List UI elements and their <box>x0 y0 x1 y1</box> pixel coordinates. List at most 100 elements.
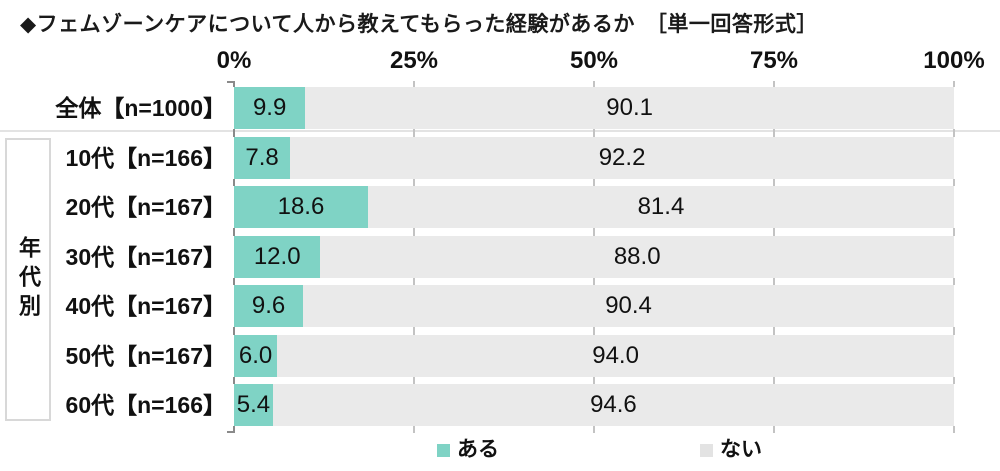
gridline-tick <box>773 426 775 433</box>
value-label: 94.0 <box>592 341 639 369</box>
chart-row: 60代【n=166】 5.4 94.6 <box>0 384 1000 426</box>
category-label: 60代【n=166】 <box>65 392 226 418</box>
legend-label-aru: ある <box>457 438 499 461</box>
value-label: 18.6 <box>277 193 325 220</box>
bar-track: 12.0 88.0 <box>234 235 954 278</box>
bar-segment-ない: 94.0 <box>277 334 954 377</box>
category-label: 30代【n=167】 <box>65 243 226 270</box>
category-label: 10代【n=166】 <box>65 144 226 171</box>
legend-swatch-aru <box>437 443 450 457</box>
value-label: 88.0 <box>613 242 661 270</box>
gridline-tick <box>233 228 235 236</box>
category-label: 50代【n=167】 <box>65 342 226 369</box>
gridline-tick <box>413 327 415 335</box>
value-label: 90.4 <box>605 292 652 319</box>
bar-segment-ない: 88.0 <box>320 235 954 278</box>
age-group-label: 年代別 <box>16 236 41 323</box>
gridline-tick <box>593 228 595 236</box>
bar-track: 7.8 92.2 <box>234 136 954 179</box>
gridline-tick <box>953 327 955 335</box>
bar-segment-ない: 81.4 <box>367 186 954 228</box>
gridline-tick <box>773 376 775 384</box>
x-axis-tick-label: 100% <box>923 47 985 74</box>
bar-segment-ない: 94.6 <box>272 384 954 426</box>
gridline-tick <box>233 277 235 285</box>
x-axis-tick-label: 25% <box>389 47 439 74</box>
category-label: 20代【n=167】 <box>65 194 226 220</box>
value-label: 12.0 <box>253 242 301 270</box>
gridline-tick <box>773 277 775 285</box>
gridline-tick <box>413 80 415 87</box>
chart-row: 50代【n=167】 6.0 94.0 <box>0 334 1000 377</box>
bar-segment-ある: 5.4 <box>234 384 273 426</box>
gridline-tick <box>953 426 955 433</box>
gridline-tick <box>413 228 415 236</box>
gridline-tick <box>233 178 235 186</box>
gridline-tick <box>773 228 775 236</box>
value-label: 90.1 <box>606 94 653 121</box>
legend-item-nai: ない <box>700 437 762 463</box>
gridline-tick <box>953 277 955 285</box>
gridline-tick <box>233 426 235 433</box>
category-label: 全体【n=1000】 <box>55 95 226 121</box>
value-label: 9.6 <box>251 292 286 319</box>
gridline-tick <box>593 178 595 186</box>
bar-track: 9.9 90.1 <box>234 87 954 129</box>
gridline-tick <box>413 426 415 433</box>
gridline-tick <box>413 129 415 137</box>
bar-segment-ある: 9.6 <box>234 285 304 327</box>
chart-row: 30代【n=167】 12.0 88.0 <box>0 235 1000 278</box>
bar-track: 9.6 90.4 <box>234 285 954 327</box>
gridline-tick <box>593 80 595 87</box>
value-label: 6.0 <box>238 341 273 369</box>
legend-item-aru: ある <box>437 437 499 463</box>
x-axis: 0% 25% 50% 75% 100% <box>0 47 1000 75</box>
axis-corner-cap <box>227 80 235 83</box>
gridline-tick <box>413 376 415 384</box>
bar-track: 18.6 81.4 <box>234 186 954 228</box>
value-label: 7.8 <box>245 143 279 171</box>
value-label: 9.9 <box>252 94 287 121</box>
bar-segment-ある: 18.6 <box>234 186 368 228</box>
gridline-tick <box>953 376 955 384</box>
gridline-tick <box>773 327 775 335</box>
gridline-tick <box>593 327 595 335</box>
total-vs-agegroups-divider <box>0 130 1000 132</box>
value-label: 5.4 <box>236 391 271 418</box>
chart-row: 10代【n=166】 7.8 92.2 <box>0 136 1000 179</box>
category-label: 40代【n=167】 <box>65 293 226 319</box>
legend-swatch-nai <box>700 443 713 457</box>
bar-segment-ある: 12.0 <box>234 235 321 278</box>
legend: ある ない <box>0 437 1000 463</box>
chart-row: 40代【n=167】 9.6 90.4 <box>0 285 1000 327</box>
gridline-tick <box>413 277 415 285</box>
axis-corner-cap <box>227 430 235 433</box>
gridline-tick <box>953 228 955 236</box>
gridline-tick <box>773 80 775 87</box>
legend-label-nai: ない <box>720 438 762 461</box>
gridline-tick <box>233 376 235 384</box>
age-group-bracket: 年代別 <box>5 138 51 421</box>
gridline-tick <box>593 426 595 433</box>
bar-segment-ない: 90.4 <box>303 285 954 327</box>
gridline-tick <box>773 129 775 137</box>
gridline-tick <box>233 327 235 335</box>
gridline-tick <box>233 129 235 137</box>
bar-segment-ない: 92.2 <box>290 136 954 179</box>
value-label: 94.6 <box>590 391 637 418</box>
gridline-tick <box>953 178 955 186</box>
gridline-tick <box>413 178 415 186</box>
gridline-tick <box>233 80 235 87</box>
x-axis-tick-label: 75% <box>749 47 799 74</box>
gridline-tick <box>953 129 955 137</box>
chart-row: 20代【n=167】 18.6 81.4 <box>0 186 1000 228</box>
bar-segment-ある: 7.8 <box>234 136 291 179</box>
gridline-tick <box>773 178 775 186</box>
bar-segment-ある: 9.9 <box>234 87 306 129</box>
gridline-tick <box>593 277 595 285</box>
value-label: 92.2 <box>598 143 646 171</box>
chart-title: ◆フェムゾーンケアについて人から教えてもらった経験があるか ［単一回答形式］ <box>20 13 818 36</box>
bar-track: 5.4 94.6 <box>234 384 954 426</box>
chart-row: 全体【n=1000】 9.9 90.1 <box>0 87 1000 129</box>
value-label: 81.4 <box>637 193 685 220</box>
